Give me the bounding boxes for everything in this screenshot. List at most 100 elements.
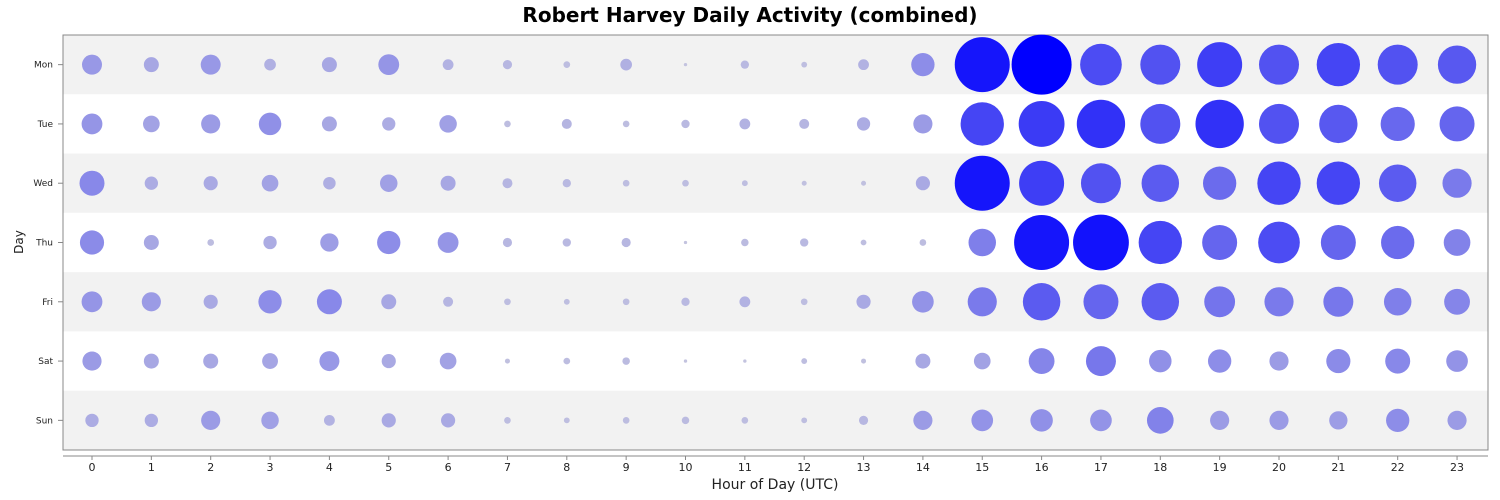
bubble-fri-20 <box>1264 287 1294 317</box>
bubble-tue-14 <box>913 114 933 134</box>
bubble-tue-11 <box>739 118 751 130</box>
x-tick-label: 8 <box>563 461 570 474</box>
bubble-wed-14 <box>915 176 930 191</box>
bubble-wed-6 <box>440 175 456 191</box>
bubble-mon-16 <box>1011 34 1072 95</box>
bubble-wed-20 <box>1257 161 1301 205</box>
bubble-sat-3 <box>262 353 278 369</box>
bubble-sat-9 <box>622 357 630 365</box>
bubble-tue-10 <box>681 119 690 129</box>
x-tick-label: 23 <box>1450 461 1464 474</box>
bubble-wed-22 <box>1378 164 1417 202</box>
x-tick-label: 5 <box>385 461 392 474</box>
bubble-sun-14 <box>913 410 933 430</box>
bubble-wed-5 <box>380 174 398 192</box>
bubble-sat-19 <box>1207 349 1232 373</box>
bubble-thu-3 <box>263 235 277 250</box>
bubble-sat-0 <box>82 351 102 371</box>
bubble-sun-9 <box>622 417 630 424</box>
bubble-thu-20 <box>1258 221 1300 264</box>
bubble-thu-13 <box>860 239 867 246</box>
bubble-sun-19 <box>1210 410 1230 430</box>
bubble-sat-2 <box>203 353 219 369</box>
bubble-fri-4 <box>316 289 342 315</box>
bubble-wed-19 <box>1202 166 1237 200</box>
bubble-thu-19 <box>1202 225 1238 260</box>
bubble-tue-2 <box>201 114 221 134</box>
bubble-sat-11 <box>743 359 747 363</box>
bubble-sat-18 <box>1149 349 1172 373</box>
bubble-wed-8 <box>562 179 571 188</box>
bubble-sat-1 <box>143 353 159 369</box>
bubble-mon-9 <box>620 58 632 71</box>
bubble-fri-13 <box>856 294 871 309</box>
bubble-fri-22 <box>1383 288 1412 316</box>
bubble-thu-18 <box>1138 220 1182 265</box>
bubble-tue-21 <box>1319 104 1358 144</box>
bubble-thu-21 <box>1320 225 1356 260</box>
bubble-sun-5 <box>381 413 396 428</box>
bubble-sun-16 <box>1030 409 1053 432</box>
bubble-sun-11 <box>741 417 749 424</box>
x-tick-label: 21 <box>1331 461 1345 474</box>
x-tick-label: 14 <box>916 461 930 474</box>
y-axis: Mon Tue Wed Thu Fri Sat Sun <box>33 61 63 426</box>
bubble-wed-11 <box>741 180 748 187</box>
bubble-wed-4 <box>323 176 336 190</box>
bubble-mon-23 <box>1437 45 1477 84</box>
bubble-tue-16 <box>1018 101 1065 147</box>
bubble-mon-10 <box>683 62 688 67</box>
bubble-sun-21 <box>1329 411 1348 430</box>
bubble-mon-1 <box>143 57 159 73</box>
bubble-wed-16 <box>1019 160 1065 206</box>
bubble-tue-18 <box>1140 103 1181 144</box>
x-tick-label: 6 <box>445 461 452 474</box>
bubble-mon-20 <box>1259 44 1299 85</box>
y-tick-label: Tue <box>37 120 54 130</box>
bubble-wed-13 <box>861 180 867 186</box>
bubble-fri-1 <box>141 292 161 312</box>
bubble-fri-17 <box>1083 284 1119 320</box>
y-tick-label: Mon <box>34 61 53 71</box>
bubble-fri-15 <box>967 287 997 317</box>
x-tick-label: 18 <box>1153 461 1167 474</box>
bubble-fri-14 <box>912 290 934 313</box>
bubble-sat-21 <box>1326 348 1351 374</box>
bubble-thu-9 <box>621 237 631 248</box>
bubble-sun-10 <box>681 416 690 425</box>
bubble-wed-15 <box>954 155 1010 211</box>
bubble-sun-12 <box>801 417 808 424</box>
bubble-thu-14 <box>919 239 927 246</box>
bubble-fri-5 <box>381 294 397 310</box>
x-tick-label: 4 <box>326 461 333 474</box>
bubble-sat-15 <box>973 352 991 370</box>
bubble-mon-22 <box>1377 44 1418 85</box>
bubble-sat-12 <box>801 358 808 364</box>
bubble-mon-6 <box>442 59 454 71</box>
bubble-mon-0 <box>82 54 102 75</box>
bubble-tue-6 <box>439 115 457 133</box>
bubble-thu-10 <box>683 240 688 245</box>
bubble-mon-15 <box>954 37 1010 93</box>
bubble-thu-23 <box>1443 229 1471 256</box>
bubble-wed-2 <box>203 176 218 191</box>
bubble-tue-15 <box>960 102 1004 146</box>
bubble-wed-0 <box>79 170 105 196</box>
bubble-mon-18 <box>1140 44 1181 85</box>
bubble-mon-14 <box>911 52 935 77</box>
bubble-mon-12 <box>801 61 808 68</box>
bubble-mon-4 <box>321 57 337 73</box>
bubble-sun-8 <box>563 417 570 424</box>
x-tick-label: 10 <box>679 461 693 474</box>
bubble-mon-3 <box>264 58 276 71</box>
bubble-fri-0 <box>81 291 103 313</box>
x-tick-label: 17 <box>1094 461 1108 474</box>
bubble-sun-17 <box>1090 409 1112 432</box>
x-tick-label: 11 <box>738 461 752 474</box>
bubble-wed-18 <box>1141 164 1180 202</box>
bubble-sat-5 <box>381 353 396 369</box>
bubble-fri-21 <box>1323 286 1354 317</box>
bubble-sat-8 <box>563 357 571 365</box>
